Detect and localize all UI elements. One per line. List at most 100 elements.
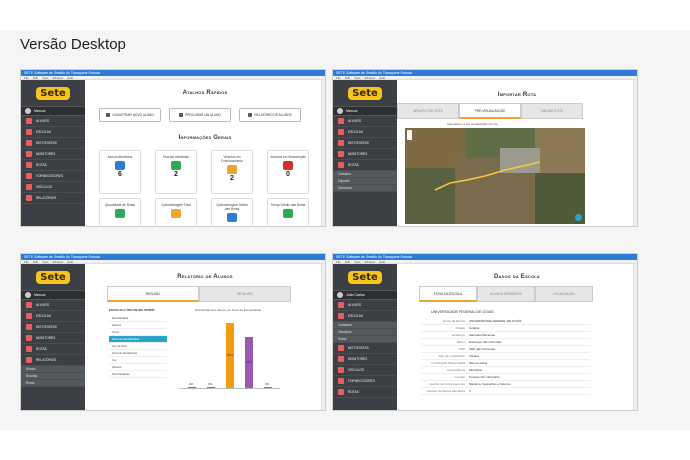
search-student-button[interactable]: PROCURAR UM ALUNO (169, 108, 231, 122)
chart-bar-label: 44% (246, 360, 253, 365)
field-label: Localização Diferenciada (431, 361, 465, 365)
user-menu[interactable]: Marcos (21, 290, 85, 300)
scrollbar[interactable] (321, 80, 325, 226)
tab-salvar-rota[interactable]: SALVAR ROTA (521, 103, 583, 119)
card-manutencao: Veículos em Manutenção 0 (267, 150, 309, 194)
sidebar-sub-visualizar[interactable]: Visualizar (333, 329, 397, 336)
sidebar-item-monitores[interactable]: MONITORES (21, 149, 85, 160)
sidebar-item-motoristas[interactable]: MOTORISTAS (333, 138, 397, 149)
chart-title: Distribuição dos alunos por Nível de Esc… (194, 308, 262, 312)
student-report-button[interactable]: RELATÓRIO DE ALUNOS (239, 108, 301, 122)
sidebar-item-alunos[interactable]: ALUNOS (333, 116, 397, 127)
sidebar-sub-gerenciar[interactable]: Gerenciar (333, 185, 397, 192)
gauge-icon (227, 213, 237, 222)
zoom-controls[interactable] (407, 130, 412, 140)
sidebar-sub-alunos[interactable]: Alunos (21, 366, 85, 373)
window-titlebar: SETE Software de Gestão do Transporte Es… (333, 70, 637, 76)
driver-icon (338, 345, 344, 351)
sidebar-item-escolas[interactable]: ESCOLAS (333, 127, 397, 138)
school-field-row: Horário de Funcionamento Matutino, Vesper… (421, 381, 591, 388)
sidebar-item-escolas[interactable]: ESCOLAS (21, 311, 85, 322)
driver-icon (338, 140, 344, 146)
user-menu[interactable]: Marcos (333, 106, 397, 116)
new-student-button[interactable]: CADASTRAR NOVO ALUNO (99, 108, 161, 122)
menu-view[interactable]: View (42, 75, 49, 80)
report-type-list: Escolaridade Gênero Turno Nível de Escolari… (109, 315, 167, 378)
sidebar-item-motoristas[interactable]: MOTORISTAS (333, 343, 397, 354)
sidebar-sub-escolas[interactable]: Escolas (21, 373, 85, 380)
road-icon (171, 209, 181, 218)
user-menu[interactable]: Marcos (21, 106, 85, 116)
sidebar-item-escolas[interactable]: ESCOLAS (21, 127, 85, 138)
sidebar-item-alunos[interactable]: ALUNOS (21, 116, 85, 127)
report-type-item[interactable]: Nível de Escolaridade (109, 336, 167, 343)
scrollbar[interactable] (633, 80, 637, 226)
student-icon (338, 302, 344, 308)
sidebar-item-veiculos[interactable]: VEÍCULOS (21, 182, 85, 193)
report-type-item[interactable]: Escolaridade (109, 315, 167, 322)
sidebar-item-escolas[interactable]: ESCOLAS (333, 311, 397, 322)
sidebar-item-veiculos[interactable]: VEÍCULOS (333, 365, 397, 376)
sidebar-item-motoristas[interactable]: MOTORISTAS (21, 322, 85, 333)
footer-area (0, 430, 690, 460)
sidebar-item-motoristas[interactable]: MOTORISTAS (21, 138, 85, 149)
sidebar-item-rotas[interactable]: ROTAS (333, 387, 397, 398)
school-icon (338, 129, 344, 135)
sidebar-item-rotas[interactable]: ROTAS (333, 160, 397, 171)
field-value: Municipal (469, 368, 482, 372)
field-label: Contato (454, 375, 465, 379)
field-label: Endereço (452, 333, 465, 337)
sidebar-sub-rotas-escola[interactable]: Rotas (333, 336, 397, 343)
sidebar-item-rotas[interactable]: ROTAS (21, 160, 85, 171)
scrollbar[interactable] (633, 264, 637, 410)
school-tabs: FICHA DA ESCOLA ALUNOS ATENDIDOS LOCALIZ… (419, 286, 593, 302)
logo: Sete (21, 80, 85, 106)
menu-help[interactable]: Help (67, 75, 74, 80)
field-label: Horário de Funcionamento (429, 382, 465, 386)
sidebar-item-fornecedores[interactable]: FORNECEDORES (333, 376, 397, 387)
report-type-item[interactable]: Necessidades (109, 371, 167, 378)
tab-alunos-atendidos[interactable]: ALUNOS ATENDIDOS (477, 286, 535, 302)
report-type-item[interactable]: Zona de Residência (109, 350, 167, 357)
sidebar-item-rotas[interactable]: ROTAS (21, 344, 85, 355)
sidebar-item-alunos[interactable]: ALUNOS (21, 300, 85, 311)
sidebar-sub-cadastrar[interactable]: Cadastrar (333, 322, 397, 329)
sidebar-item-alunos[interactable]: ALUNOS (333, 300, 397, 311)
chart-bar (264, 387, 272, 388)
menu-window[interactable]: Window (52, 75, 64, 80)
sidebar-item-monitores[interactable]: MONITORES (333, 149, 397, 160)
info-title: Informações Gerais (178, 135, 232, 141)
sidebar-sub-rotas[interactable]: Rotas (21, 380, 85, 387)
tab-arquivo-rota[interactable]: ARQUIVO DE ROTA (397, 103, 459, 119)
tab-localizacao[interactable]: LOCALIZAÇÃO (535, 286, 593, 302)
sidebar-sub-importar[interactable]: Importar (333, 178, 397, 185)
menu-edit[interactable]: Edit (32, 75, 39, 80)
report-type-item[interactable]: Turno (109, 329, 167, 336)
school-field-row: Número de alunos atendidos 3 (421, 388, 591, 395)
report-type-item[interactable]: Gênero (109, 322, 167, 329)
report-type-item[interactable]: Gênero (109, 364, 167, 371)
report-type-item[interactable]: Cor (109, 357, 167, 364)
user-menu[interactable]: João Carlos (333, 290, 397, 300)
search-icon (179, 113, 184, 117)
tab-resumo[interactable]: RESUMO (107, 286, 199, 302)
scrollbar[interactable] (321, 264, 325, 410)
sidebar-item-monitores[interactable]: MONITORES (333, 354, 397, 365)
monitor-icon (338, 356, 344, 362)
sidebar-sub-cadastro[interactable]: Cadastro (333, 171, 397, 178)
sidebar-item-fornecedores[interactable]: FORNECEDORES (21, 171, 85, 182)
tab-ficha-escola[interactable]: FICHA DA ESCOLA (419, 286, 477, 302)
avatar (337, 292, 343, 298)
sidebar-item-monitores[interactable]: MONITORES (21, 333, 85, 344)
card-km-total: Quilometragem Total (155, 198, 197, 226)
report-type-item[interactable]: Cor de Pele (109, 343, 167, 350)
tab-pre-visualizacao[interactable]: PRÉ-VISUALIZAÇÃO (459, 103, 521, 119)
layers-icon[interactable] (575, 214, 582, 221)
tab-detalhes[interactable]: DETALHES (199, 286, 291, 302)
route-map[interactable] (405, 128, 585, 224)
sidebar-item-relatorios[interactable]: RELATÓRIOS (21, 355, 85, 366)
field-label: Dependência (447, 368, 465, 372)
sidebar-item-relatorios[interactable]: RELATÓRIOS (21, 193, 85, 204)
field-label: Bairro (456, 340, 465, 344)
menu-file[interactable]: File (24, 75, 29, 80)
